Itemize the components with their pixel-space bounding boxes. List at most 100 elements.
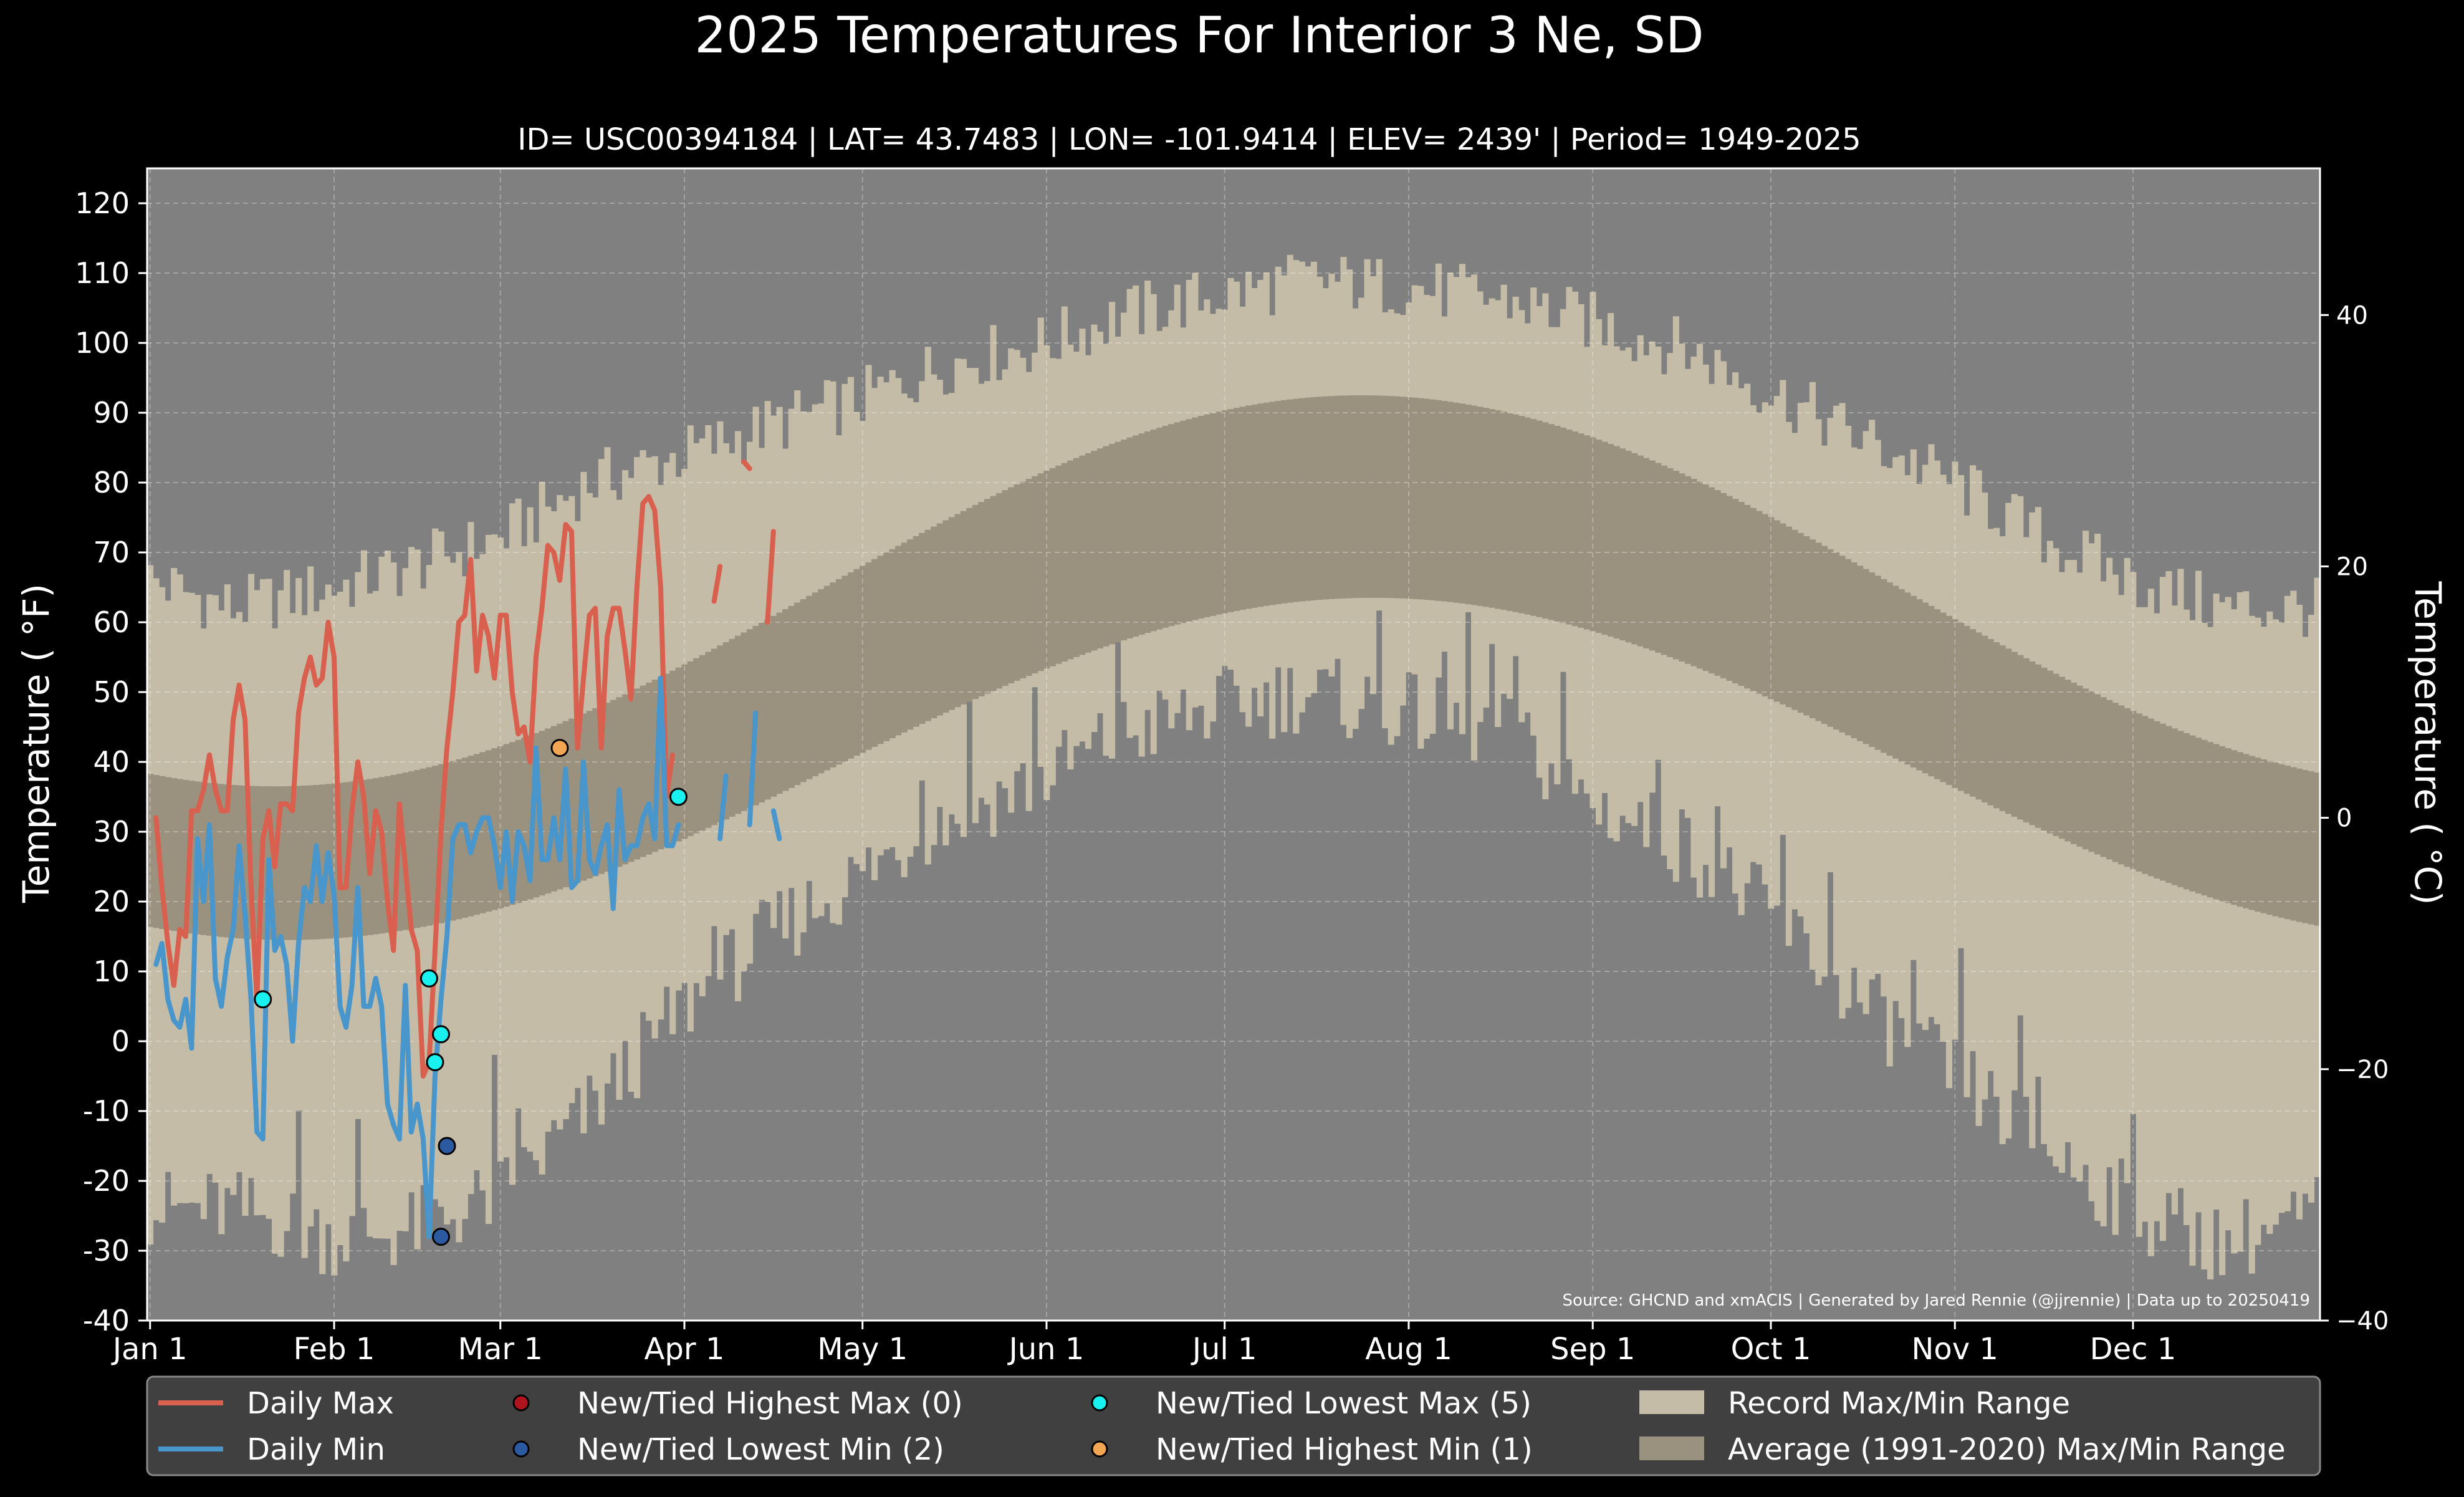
right-y-axis: −40 −20 0 20 40 xyxy=(2320,301,2389,1336)
average-range-bar xyxy=(1530,419,1537,616)
average-range-bar xyxy=(2177,731,2184,888)
average-range-bar xyxy=(693,658,700,834)
average-range-bar xyxy=(230,784,237,938)
average-range-bar xyxy=(1269,402,1276,605)
average-range-bar xyxy=(640,685,646,857)
average-range-bar xyxy=(889,549,896,739)
average-range-bar xyxy=(1459,403,1466,604)
average-range-bar xyxy=(1970,629,1977,797)
average-range-bar xyxy=(1987,638,1994,806)
record-range-bar xyxy=(2231,609,2238,1254)
average-range-bar xyxy=(1780,523,1786,705)
average-range-bar xyxy=(2165,726,2172,883)
average-range-bar xyxy=(1346,395,1353,599)
average-range-bar xyxy=(1958,622,1965,791)
average-range-bar xyxy=(651,680,658,852)
average-range-bar xyxy=(289,786,296,940)
new-tied-lowest-max-marker xyxy=(431,1025,450,1044)
average-range-bar xyxy=(2046,670,2053,834)
average-range-bar xyxy=(1287,399,1293,603)
new-tied-lowest-min-marker xyxy=(431,1228,450,1246)
average-range-bar xyxy=(444,763,451,922)
legend-swatch-patch xyxy=(1639,1437,1704,1460)
average-range-bar xyxy=(1833,552,1840,730)
average-range-bar xyxy=(1447,402,1454,602)
average-range-bar xyxy=(1435,400,1442,601)
daily-min-line xyxy=(717,773,729,842)
average-range-bar xyxy=(176,779,183,932)
left-tick-label: 30 xyxy=(93,815,130,849)
average-range-bar xyxy=(1316,397,1323,600)
average-range-bar xyxy=(1174,422,1181,625)
record-range-bar xyxy=(2219,602,2226,1276)
record-range-bar xyxy=(2183,609,2190,1225)
average-range-bar xyxy=(2213,744,2220,900)
average-range-bar xyxy=(1643,458,1650,649)
average-range-bar xyxy=(319,784,326,940)
average-range-bar xyxy=(1649,460,1656,651)
average-range-bar xyxy=(2100,697,2107,857)
average-range-bar xyxy=(806,595,813,779)
average-range-bar xyxy=(1091,451,1098,651)
average-range-bar xyxy=(681,664,688,839)
average-range-bar xyxy=(1495,410,1502,609)
new-tied-lowest-max-marker xyxy=(254,990,272,1009)
average-range-bar xyxy=(1168,424,1175,627)
average-range-bar xyxy=(2058,676,2066,839)
record-range-bar xyxy=(2112,574,2119,1235)
average-range-bar xyxy=(1999,645,2006,811)
average-range-bar xyxy=(823,585,830,771)
average-range-bar xyxy=(1477,407,1484,606)
new-tied-highest-min-marker xyxy=(550,739,569,758)
x-tick-label: May 1 xyxy=(817,1332,908,1367)
record-range-bar xyxy=(2201,622,2208,1270)
left-tick-label: 60 xyxy=(93,605,130,639)
legend-label: Average (1991-2020) Max/Min Range xyxy=(1728,1432,2286,1467)
average-range-bar xyxy=(830,582,837,768)
average-range-bar xyxy=(1507,413,1513,611)
record-range-bar xyxy=(2260,627,2267,1225)
average-range-bar xyxy=(2308,771,2315,925)
average-range-bars xyxy=(147,395,2321,940)
average-range-bar xyxy=(1851,562,1858,739)
average-range-bar xyxy=(788,605,795,788)
average-range-bar xyxy=(1928,605,1935,776)
average-range-bar xyxy=(794,602,801,786)
average-range-bar xyxy=(1358,395,1365,598)
average-range-bar xyxy=(954,514,961,708)
right-tick-label: −40 xyxy=(2336,1307,2389,1336)
average-range-bar xyxy=(2296,768,2303,922)
average-range-bar xyxy=(1394,396,1401,599)
average-range-bar xyxy=(456,759,463,920)
average-range-bar xyxy=(1827,549,1834,727)
legend-swatch-dot xyxy=(512,1440,530,1458)
average-range-bar xyxy=(1512,414,1519,612)
x-tick-label: Jul 1 xyxy=(1191,1332,1257,1367)
average-range-bar xyxy=(1376,395,1383,598)
record-range-bar xyxy=(2255,617,2261,1245)
x-tick-label: Mar 1 xyxy=(458,1332,543,1367)
average-range-bar xyxy=(812,592,818,776)
average-range-bar xyxy=(1121,440,1128,641)
average-range-bar xyxy=(1073,458,1080,657)
average-range-bar xyxy=(1583,435,1591,630)
average-range-bar xyxy=(1049,468,1056,667)
new-tied-lowest-max-marker xyxy=(669,787,688,806)
average-range-bar xyxy=(859,566,866,753)
average-range-bar xyxy=(1862,569,1869,744)
average-range-bar xyxy=(1815,542,1822,721)
average-range-bar xyxy=(307,785,314,940)
average-range-bar xyxy=(1382,395,1389,598)
average-range-bar xyxy=(913,536,919,727)
average-range-bar xyxy=(348,781,355,937)
x-tick-label: Nov 1 xyxy=(1911,1332,1998,1367)
average-range-bar xyxy=(1679,473,1685,662)
average-range-bar xyxy=(1785,526,1792,708)
average-range-bar xyxy=(1144,431,1151,633)
average-range-bar xyxy=(646,682,653,855)
average-range-bar xyxy=(1738,501,1745,686)
average-range-bar xyxy=(1773,520,1780,702)
record-range-bar xyxy=(2147,589,2154,1256)
average-range-bar xyxy=(2154,721,2160,878)
